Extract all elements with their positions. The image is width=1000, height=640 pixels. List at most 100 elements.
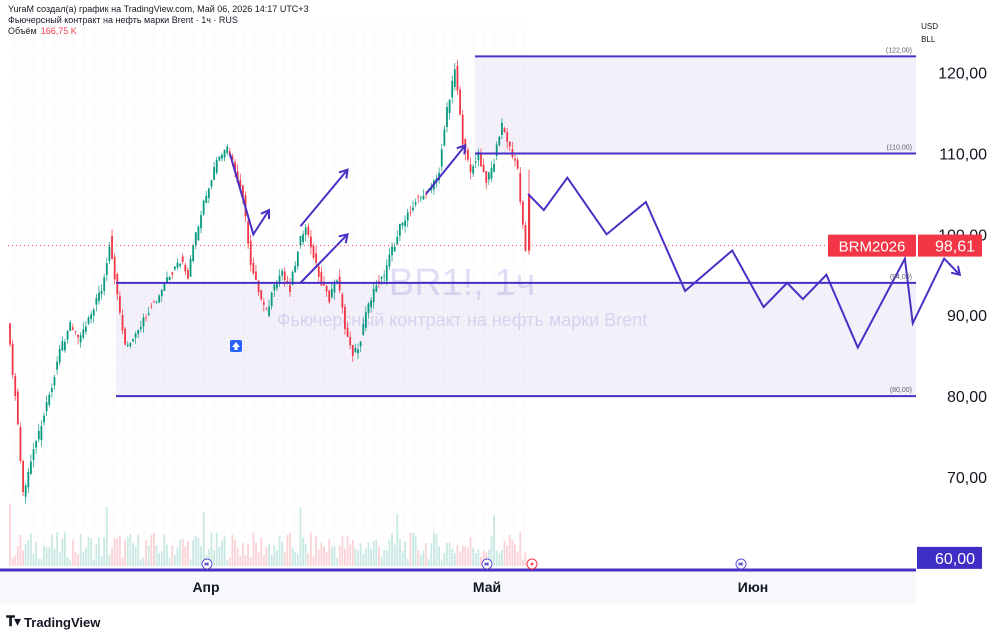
candle-body[interactable] bbox=[519, 172, 522, 202]
candle-body[interactable] bbox=[11, 343, 14, 376]
candle-body[interactable] bbox=[95, 297, 98, 305]
candle-body[interactable] bbox=[168, 276, 171, 281]
candle-body[interactable] bbox=[304, 227, 307, 235]
candle-body[interactable] bbox=[249, 240, 252, 265]
candle-body[interactable] bbox=[364, 312, 367, 329]
candle-body[interactable] bbox=[37, 430, 40, 440]
candle-body[interactable] bbox=[9, 323, 11, 345]
candle-body[interactable] bbox=[281, 270, 284, 276]
candle-body[interactable] bbox=[495, 144, 498, 156]
candle-body[interactable] bbox=[477, 151, 480, 161]
lightning-event-icon[interactable] bbox=[526, 558, 538, 570]
candle-body[interactable] bbox=[323, 283, 325, 286]
candle-body[interactable] bbox=[197, 226, 200, 240]
candle-body[interactable] bbox=[100, 290, 103, 294]
candle-body[interactable] bbox=[467, 149, 469, 160]
candle-body[interactable] bbox=[344, 306, 346, 330]
candle-body[interactable] bbox=[472, 166, 475, 174]
symbol-description[interactable]: Фьючерсный контракт на нефть марки Brent… bbox=[8, 15, 238, 25]
candle-body[interactable] bbox=[35, 441, 38, 448]
candle-body[interactable] bbox=[210, 180, 213, 187]
candle-body[interactable] bbox=[139, 326, 142, 330]
candle-body[interactable] bbox=[108, 246, 111, 261]
candle-body[interactable] bbox=[396, 236, 399, 245]
candle-body[interactable] bbox=[215, 160, 218, 173]
candle-body[interactable] bbox=[45, 402, 48, 412]
candle-body[interactable] bbox=[419, 197, 422, 199]
candle-body[interactable] bbox=[446, 106, 448, 128]
candle-body[interactable] bbox=[273, 284, 276, 291]
candle-body[interactable] bbox=[417, 196, 420, 197]
candle-body[interactable] bbox=[375, 285, 378, 292]
candle-body[interactable] bbox=[354, 347, 357, 352]
candle-body[interactable] bbox=[291, 272, 294, 285]
candle-body[interactable] bbox=[126, 344, 129, 347]
candle-body[interactable] bbox=[241, 185, 244, 199]
candle-body[interactable] bbox=[176, 262, 179, 268]
candle-body[interactable] bbox=[351, 345, 354, 356]
candle-body[interactable] bbox=[503, 128, 506, 133]
candle-body[interactable] bbox=[448, 99, 451, 114]
candle-body[interactable] bbox=[121, 314, 124, 331]
candle-body[interactable] bbox=[153, 301, 155, 303]
candle-body[interactable] bbox=[134, 333, 137, 338]
candle-body[interactable] bbox=[32, 449, 35, 460]
candle-body[interactable] bbox=[385, 265, 388, 281]
candle-body[interactable] bbox=[493, 163, 495, 172]
candle-body[interactable] bbox=[404, 220, 407, 227]
candle-body[interactable] bbox=[163, 283, 166, 291]
candle-body[interactable] bbox=[283, 271, 286, 281]
candle-body[interactable] bbox=[79, 335, 82, 343]
trend-arrow-line[interactable] bbox=[299, 168, 349, 227]
future-event-icon[interactable] bbox=[735, 558, 747, 570]
candle-body[interactable] bbox=[508, 141, 511, 147]
candle-body[interactable] bbox=[145, 317, 147, 319]
candle-body[interactable] bbox=[315, 253, 318, 263]
candle-body[interactable] bbox=[50, 388, 53, 392]
candle-body[interactable] bbox=[383, 275, 386, 277]
candle-body[interactable] bbox=[524, 225, 527, 251]
candle-body[interactable] bbox=[425, 194, 427, 196]
candle-body[interactable] bbox=[247, 221, 250, 244]
candle-body[interactable] bbox=[184, 264, 187, 272]
candle-body[interactable] bbox=[422, 195, 425, 200]
candle-body[interactable] bbox=[207, 188, 210, 198]
candle-body[interactable] bbox=[270, 292, 273, 307]
candle-body[interactable] bbox=[398, 223, 401, 236]
candle-body[interactable] bbox=[53, 377, 56, 386]
candle-body[interactable] bbox=[82, 329, 85, 338]
candle-body[interactable] bbox=[370, 300, 372, 308]
candle-body[interactable] bbox=[228, 151, 231, 154]
candle-body[interactable] bbox=[312, 246, 315, 258]
candle-body[interactable] bbox=[22, 460, 24, 493]
candle-body[interactable] bbox=[14, 375, 17, 397]
candle-body[interactable] bbox=[296, 251, 299, 267]
last-price-tag[interactable] bbox=[918, 234, 982, 257]
candle-body[interactable] bbox=[56, 361, 58, 370]
symbol-tag[interactable] bbox=[828, 234, 916, 257]
candle-body[interactable] bbox=[92, 309, 95, 316]
candle-body[interactable] bbox=[372, 288, 375, 303]
candle-body[interactable] bbox=[393, 246, 396, 252]
candle-body[interactable] bbox=[330, 288, 333, 298]
candle-body[interactable] bbox=[205, 195, 208, 204]
candle-body[interactable] bbox=[506, 132, 509, 142]
candle-body[interactable] bbox=[226, 146, 229, 154]
candle-body[interactable] bbox=[278, 275, 281, 283]
candle-body[interactable] bbox=[474, 161, 477, 163]
candle-body[interactable] bbox=[48, 394, 51, 406]
trend-arrow-line[interactable] bbox=[299, 233, 349, 284]
candle-body[interactable] bbox=[69, 322, 72, 331]
candle-body[interactable] bbox=[192, 245, 195, 262]
candle-body[interactable] bbox=[268, 306, 270, 317]
candle-body[interactable] bbox=[16, 391, 19, 425]
candle-body[interactable] bbox=[325, 285, 328, 292]
candle-body[interactable] bbox=[77, 335, 79, 338]
candle-body[interactable] bbox=[142, 317, 145, 327]
candle-body[interactable] bbox=[84, 326, 87, 332]
candle-body[interactable] bbox=[469, 164, 472, 173]
candle-body[interactable] bbox=[412, 207, 414, 211]
candle-body[interactable] bbox=[124, 328, 127, 345]
candle-body[interactable] bbox=[328, 290, 331, 303]
